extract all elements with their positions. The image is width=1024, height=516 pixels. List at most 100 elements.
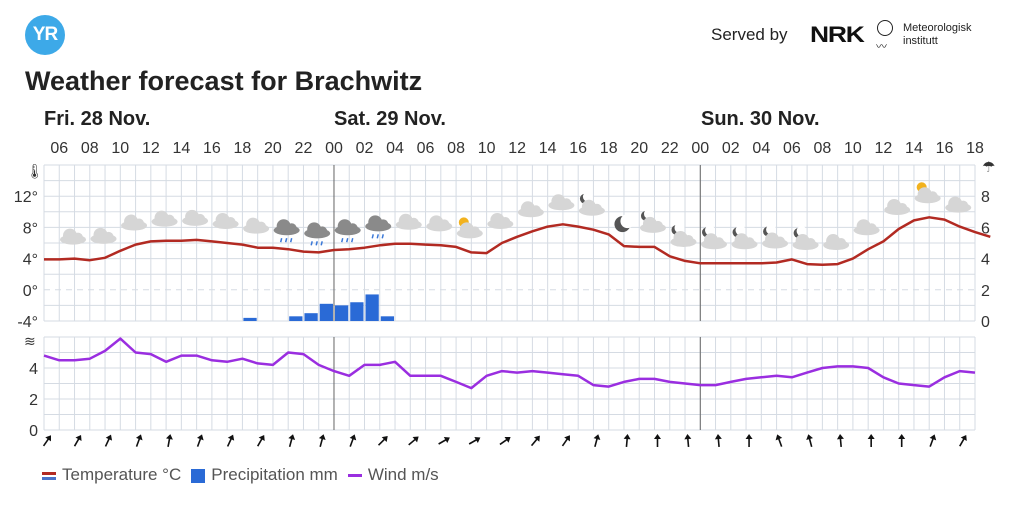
hour-label: 00 — [691, 140, 709, 157]
precipitation-tick: 6 — [981, 220, 990, 237]
hour-label: 16 — [569, 140, 587, 157]
wind-arrow-icon — [898, 434, 906, 447]
hour-label: 22 — [295, 140, 313, 157]
legend-temperature[interactable]: Temperature °C — [42, 465, 181, 485]
hour-label: 18 — [966, 140, 984, 157]
wind-arrow-icon — [653, 434, 661, 447]
hour-label: 06 — [50, 140, 68, 157]
yr-logo[interactable]: YR — [25, 15, 65, 55]
cloud-icon — [548, 194, 575, 211]
hour-label: 20 — [630, 140, 648, 157]
day-label: Fri. 28 Nov. — [44, 108, 151, 130]
legend: Temperature °C Precipitation mm Wind m/s — [42, 465, 439, 485]
hour-label: 04 — [752, 140, 770, 157]
met-wave-icon: 〰 — [876, 41, 887, 53]
hour-label: 02 — [722, 140, 740, 157]
cloud-icon — [945, 196, 972, 213]
wind-tick: 4 — [29, 361, 38, 378]
temperature-tick: -4° — [17, 314, 38, 331]
met-institute-logo[interactable]: Meteorologisk institutt — [903, 22, 971, 48]
rain-icon — [365, 215, 392, 239]
wind-arrow-icon — [256, 434, 265, 447]
precipitation-tick: 4 — [981, 252, 990, 269]
wind-arrow-icon — [745, 434, 753, 447]
legend-wind[interactable]: Wind m/s — [347, 465, 439, 485]
met-institute-icon — [877, 20, 893, 36]
hour-label: 14 — [172, 140, 190, 157]
wind-arrow-icon — [714, 434, 722, 448]
cloud-icon — [212, 213, 239, 229]
rain-icon — [304, 222, 331, 246]
cloud-icon — [90, 227, 117, 244]
cloud-icon — [823, 234, 850, 251]
rain-icon — [334, 219, 361, 243]
partly-night-icon — [639, 208, 666, 233]
page-title: Weather forecast for Brachwitz — [25, 66, 423, 96]
wind-arrow-icon — [438, 436, 450, 445]
hour-label: 18 — [234, 140, 252, 157]
wind-arrow-icon — [318, 434, 326, 448]
cloud-icon — [517, 201, 544, 218]
hour-label: 20 — [264, 140, 282, 157]
partly-sunny-icon — [456, 217, 483, 239]
partly-night-icon — [731, 225, 758, 250]
hour-label: 06 — [783, 140, 801, 157]
hour-label: 14 — [539, 140, 557, 157]
umbrella-icon: ☂ — [982, 159, 995, 176]
cloud-icon — [243, 217, 270, 234]
day-label: Sat. 29 Nov. — [334, 108, 446, 130]
met-line1: Meteorologisk — [903, 22, 972, 34]
cloud-icon — [395, 213, 422, 230]
partly-night-icon — [578, 191, 605, 216]
hour-label: 08 — [813, 140, 831, 157]
partly-night-icon — [762, 224, 789, 249]
rain-icon — [273, 219, 300, 243]
wind-arrow-icon — [288, 434, 296, 448]
day-label: Sun. 30 Nov. — [701, 108, 820, 130]
nrk-logo[interactable]: NRK — [810, 22, 865, 47]
hour-label: 16 — [203, 140, 221, 157]
hour-label: 12 — [142, 140, 160, 157]
legend-temperature-label: Temperature °C — [62, 465, 182, 484]
hour-label: 10 — [844, 140, 862, 157]
thermometer-icon: 🌡 — [26, 163, 44, 179]
partly-night-icon — [670, 222, 697, 247]
hour-label: 10 — [478, 140, 496, 157]
wind-arrow-icon — [42, 435, 52, 447]
legend-wind-label: Wind m/s — [367, 465, 439, 484]
wind-arrow-icon — [806, 434, 813, 448]
temperature-tick: 12° — [14, 189, 38, 206]
hour-label: 14 — [905, 140, 923, 157]
wind-arrow-icon — [959, 434, 967, 447]
hour-label: 04 — [386, 140, 404, 157]
hour-label: 12 — [875, 140, 893, 157]
wind-arrow-icon — [408, 436, 419, 446]
wind-arrow-icon — [377, 436, 388, 446]
wind-arrow-icon — [196, 434, 204, 447]
cloud-icon — [884, 198, 911, 215]
wind-arrow-icon — [593, 434, 601, 448]
partly-night-icon — [701, 225, 728, 250]
hour-label: 12 — [508, 140, 526, 157]
cloud-icon — [59, 228, 86, 245]
wind-arrow-icon — [468, 436, 481, 445]
legend-precipitation[interactable]: Precipitation mm — [191, 465, 338, 485]
hour-label: 10 — [111, 140, 129, 157]
hour-label: 16 — [936, 140, 954, 157]
precipitation-tick: 0 — [981, 314, 990, 331]
temperature-tick: 8° — [23, 220, 38, 237]
partly-night-icon — [792, 226, 819, 251]
hour-label: 18 — [600, 140, 618, 157]
cloud-icon — [853, 219, 880, 236]
precipitation-bar — [243, 317, 257, 321]
wind-arrow-icon — [836, 434, 844, 448]
partly-sunny-icon — [914, 182, 941, 204]
wind-arrow-icon — [623, 434, 631, 448]
hour-label: 22 — [661, 140, 679, 157]
wind-arrow-icon — [226, 434, 235, 447]
hour-label: 00 — [325, 140, 343, 157]
wind-arrow-icon — [684, 434, 692, 448]
precipitation-bar — [380, 316, 395, 321]
wind-arrow-icon — [349, 434, 357, 447]
